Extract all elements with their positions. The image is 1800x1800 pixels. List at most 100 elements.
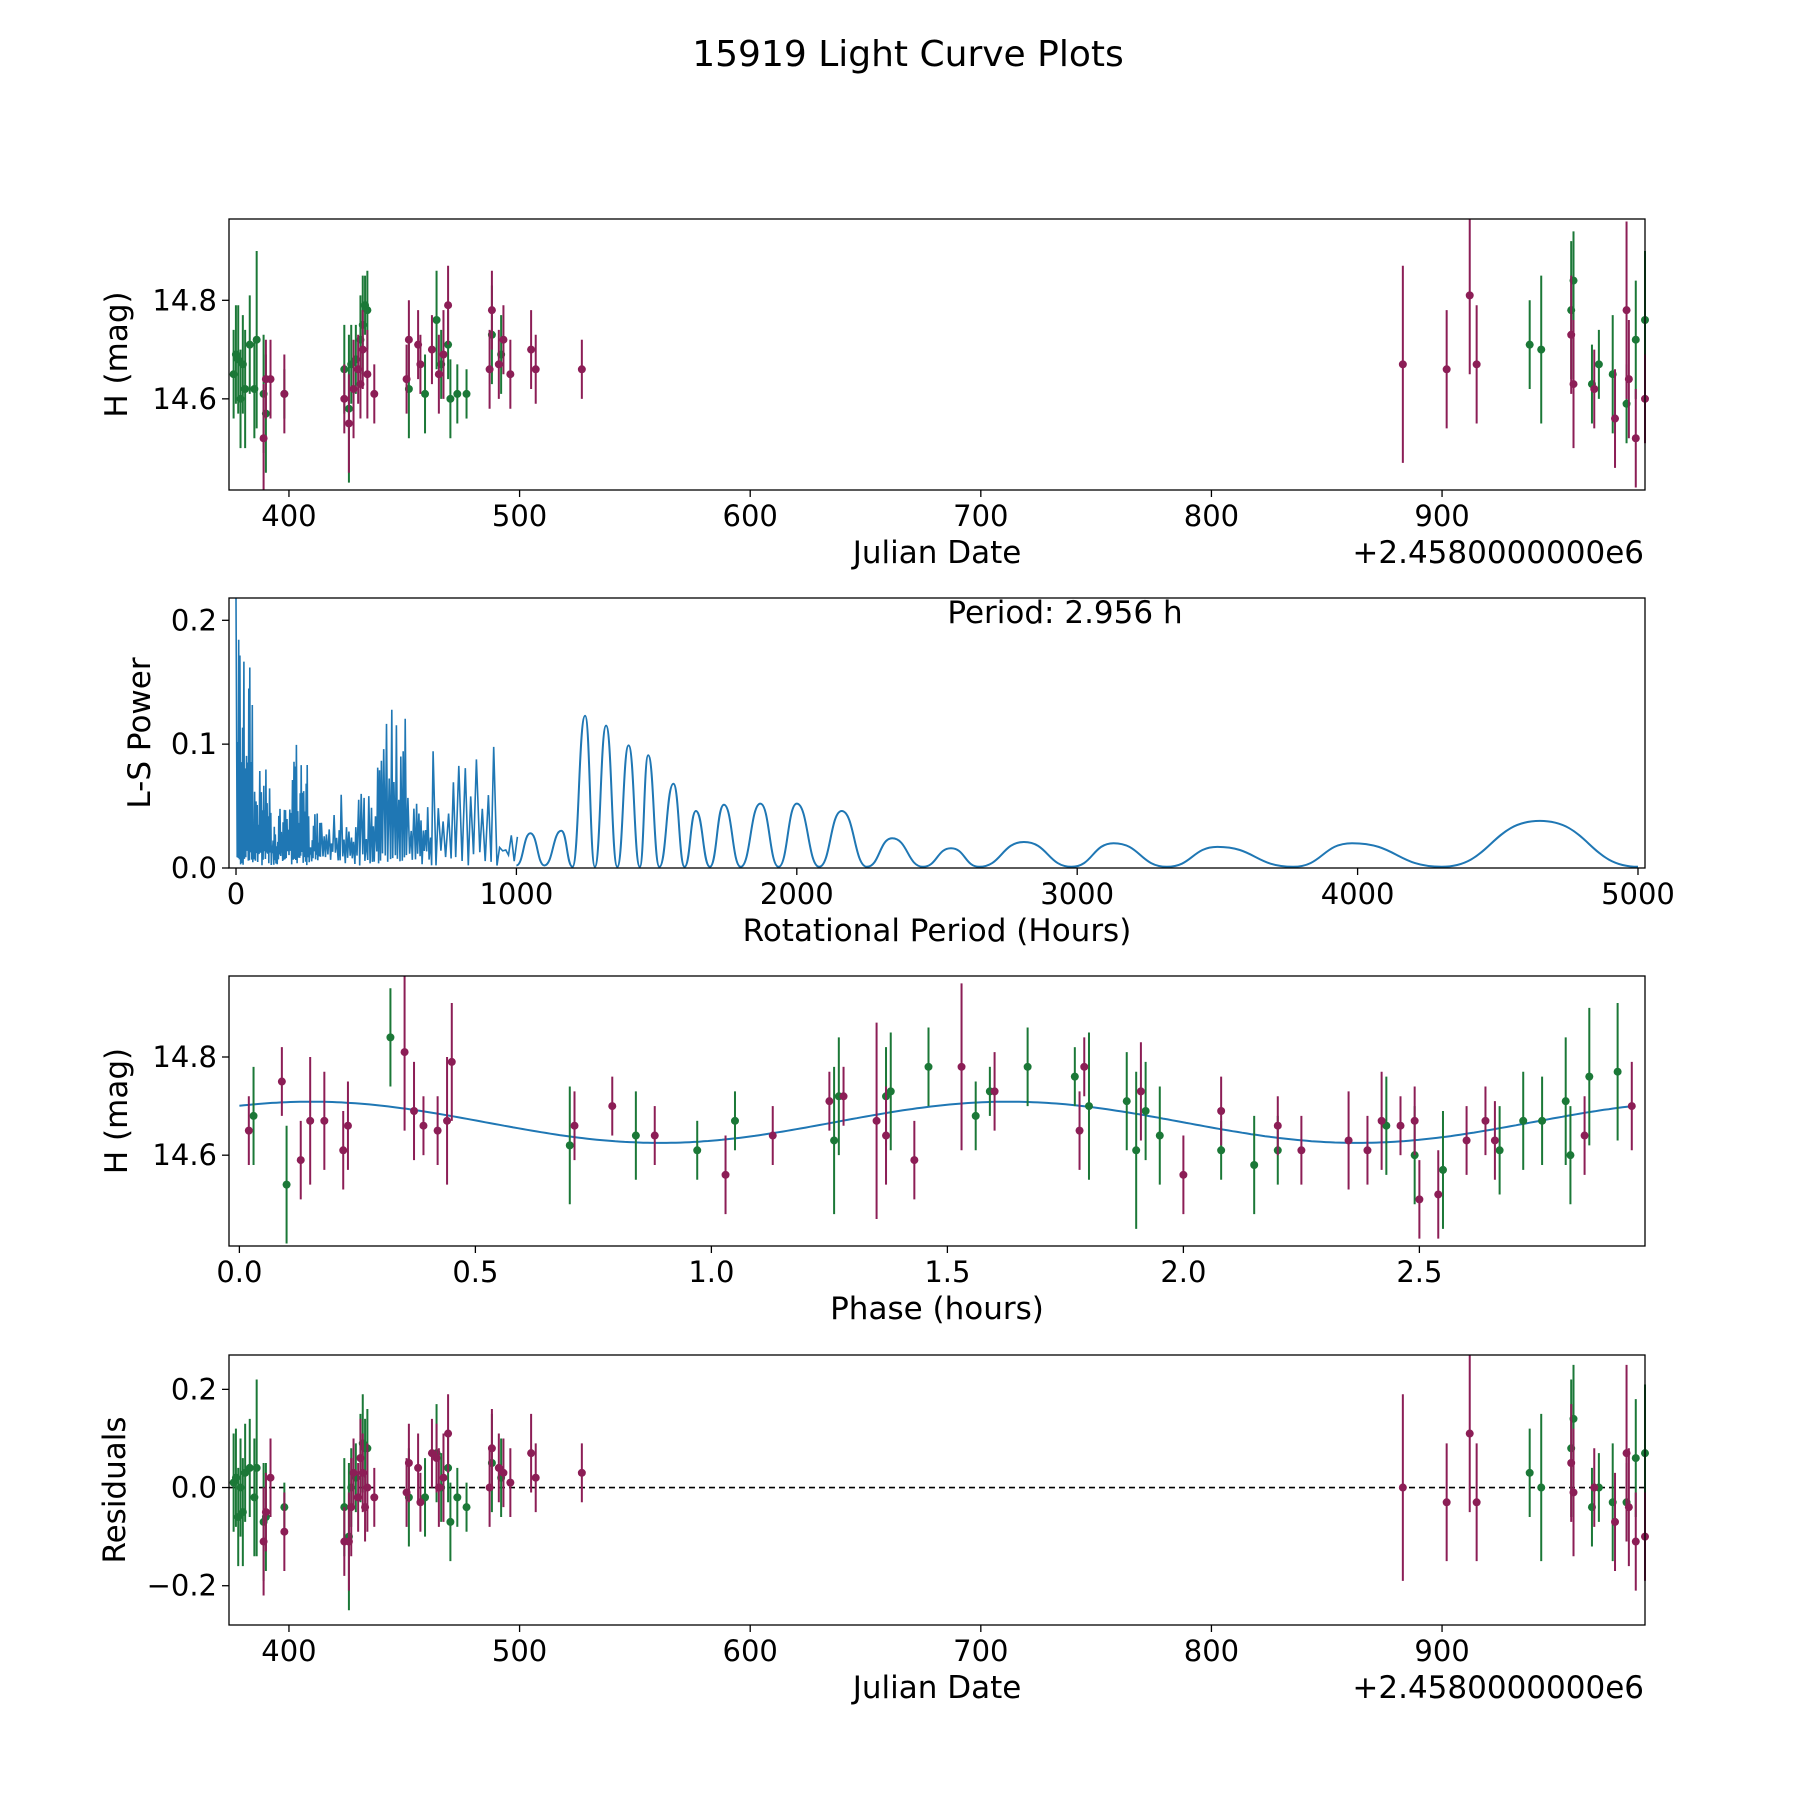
lightcurve-data-point [434, 370, 443, 379]
phased-data-point [1580, 1131, 1589, 1140]
residuals-data-point [370, 1493, 379, 1502]
phased-ticks: 0.0 0.5 1.0 1.5 2.0 2.5 14.6 14.8 [152, 1040, 1442, 1289]
phased-data-point [419, 1121, 428, 1130]
phased-y-tick-label: 14.8 [152, 1040, 217, 1074]
residuals-panel: 400 500 600 700 800 900 −0.2 0.0 0.2 Julian Date… [97, 1354, 1649, 1706]
phased-data-point [1250, 1161, 1259, 1169]
lightcurve-data-point [280, 389, 289, 398]
lightcurve-x-tick-label: 800 [1184, 499, 1239, 533]
phased-data-point [872, 1116, 881, 1125]
residuals-data-point [1537, 1483, 1546, 1492]
phased-data-point [1084, 1102, 1093, 1111]
phased-data-point [830, 1136, 839, 1145]
phased-x-tick-label: 1.5 [924, 1255, 970, 1289]
residuals-x-tick-label: 700 [953, 1634, 1008, 1668]
residuals-x-tick-label: 600 [723, 1634, 778, 1668]
residuals-data-point [252, 1463, 261, 1472]
residuals-data-point [1631, 1537, 1640, 1546]
residuals-data-points [229, 1355, 1649, 1611]
lightcurve-data-point [506, 370, 515, 379]
phased-data-point [924, 1062, 933, 1071]
residuals-data-point [280, 1527, 289, 1536]
residuals-data-point [462, 1503, 471, 1512]
phased-x-tick-label: 2.0 [1160, 1255, 1206, 1289]
residuals-data-point [1631, 1454, 1640, 1463]
residuals-data-point [531, 1473, 540, 1482]
residuals-x-axis-label: Julian Date [851, 1670, 1022, 1706]
periodogram-x-tick-label: 0 [227, 877, 245, 911]
phased-data-point [1415, 1195, 1424, 1204]
residuals-x-tick-label: 900 [1414, 1634, 1469, 1668]
residuals-data-point [487, 1444, 496, 1453]
residuals-data-point [245, 1463, 254, 1472]
phased-data-point [570, 1121, 579, 1130]
periodogram-x-tick-label: 1000 [479, 877, 553, 911]
periodogram-line-group [235, 598, 1639, 868]
phased-y-tick-label: 14.6 [152, 1138, 217, 1172]
lightcurve-data-point [349, 384, 358, 393]
periodogram-dense-region [235, 598, 519, 866]
lightcurve-data-point [1472, 360, 1481, 369]
residuals-data-point [446, 1517, 455, 1526]
phased-x-tick-label: 1.0 [688, 1255, 734, 1289]
phased-data-point [1495, 1146, 1504, 1155]
lightcurve-x-tick-label: 500 [492, 499, 547, 533]
phased-data-point [1396, 1121, 1405, 1130]
residuals-y-tick-label: −0.2 [147, 1569, 217, 1603]
lightcurve-x-axis-label: Julian Date [851, 535, 1022, 571]
phased-data-point [447, 1057, 456, 1066]
phased-data-point [910, 1156, 919, 1165]
residuals-data-point [577, 1468, 586, 1477]
residuals-data-point [1569, 1488, 1578, 1497]
phased-x-tick-label: 0.5 [452, 1255, 498, 1289]
phased-data-point [1155, 1131, 1164, 1140]
lightcurve-data-point [266, 375, 275, 384]
phased-data-point [1179, 1170, 1188, 1179]
lightcurve-x-tick-label: 600 [723, 499, 778, 533]
residuals-data-point [266, 1473, 275, 1482]
phased-data-point [565, 1141, 574, 1150]
phased-data-point [282, 1180, 291, 1189]
lightcurve-data-point [1465, 291, 1474, 300]
phased-data-point [1136, 1087, 1145, 1096]
phased-axes-frame [228, 975, 1646, 1247]
lightcurve-data-point [1569, 380, 1578, 389]
phased-data-point [306, 1116, 315, 1125]
lightcurve-data-point [1622, 306, 1631, 315]
lightcurve-data-point [432, 316, 441, 325]
period-annotation: Period: 2.956 h [947, 595, 1182, 631]
phased-data-point [1122, 1097, 1131, 1106]
lightcurve-data-point [259, 434, 268, 443]
phased-data-point [1023, 1062, 1032, 1071]
lightcurve-data-point [363, 306, 372, 315]
periodogram-y-tick-label: 0.1 [171, 727, 217, 761]
phased-data-points [239, 976, 1636, 1244]
phased-data-point [1132, 1146, 1141, 1155]
phased-data-point [410, 1107, 419, 1115]
phased-data-point [249, 1111, 258, 1120]
lightcurve-y-axis-label: H (mag) [99, 291, 135, 417]
phased-y-axis-label: H (mag) [99, 1048, 135, 1174]
residuals-data-point [404, 1459, 413, 1467]
residuals-data-point [1525, 1468, 1534, 1477]
periodogram-marks [235, 598, 1639, 868]
phased-data-point [1434, 1190, 1443, 1199]
lightcurve-data-point [487, 306, 496, 315]
phased-data-point [650, 1131, 659, 1140]
lightcurve-data-point [370, 389, 379, 398]
phased-data-point [825, 1097, 834, 1106]
lightcurve-data-point [1442, 365, 1451, 374]
lightcurve-data-point [1398, 360, 1407, 369]
residuals-data-point [453, 1493, 462, 1502]
lightcurve-data-point [340, 394, 349, 403]
phased-data-point [433, 1126, 442, 1135]
phased-data-point [990, 1087, 999, 1096]
phased-data-point [1490, 1136, 1499, 1145]
phased-x-tick-label: 0.0 [216, 1255, 262, 1289]
lightcurve-data-point [344, 419, 353, 428]
lightcurve-data-point [427, 345, 436, 354]
phased-data-point [1410, 1116, 1419, 1125]
phased-data-point [608, 1102, 617, 1111]
residuals-data-point [1442, 1498, 1451, 1507]
phased-data-point [1070, 1072, 1079, 1081]
